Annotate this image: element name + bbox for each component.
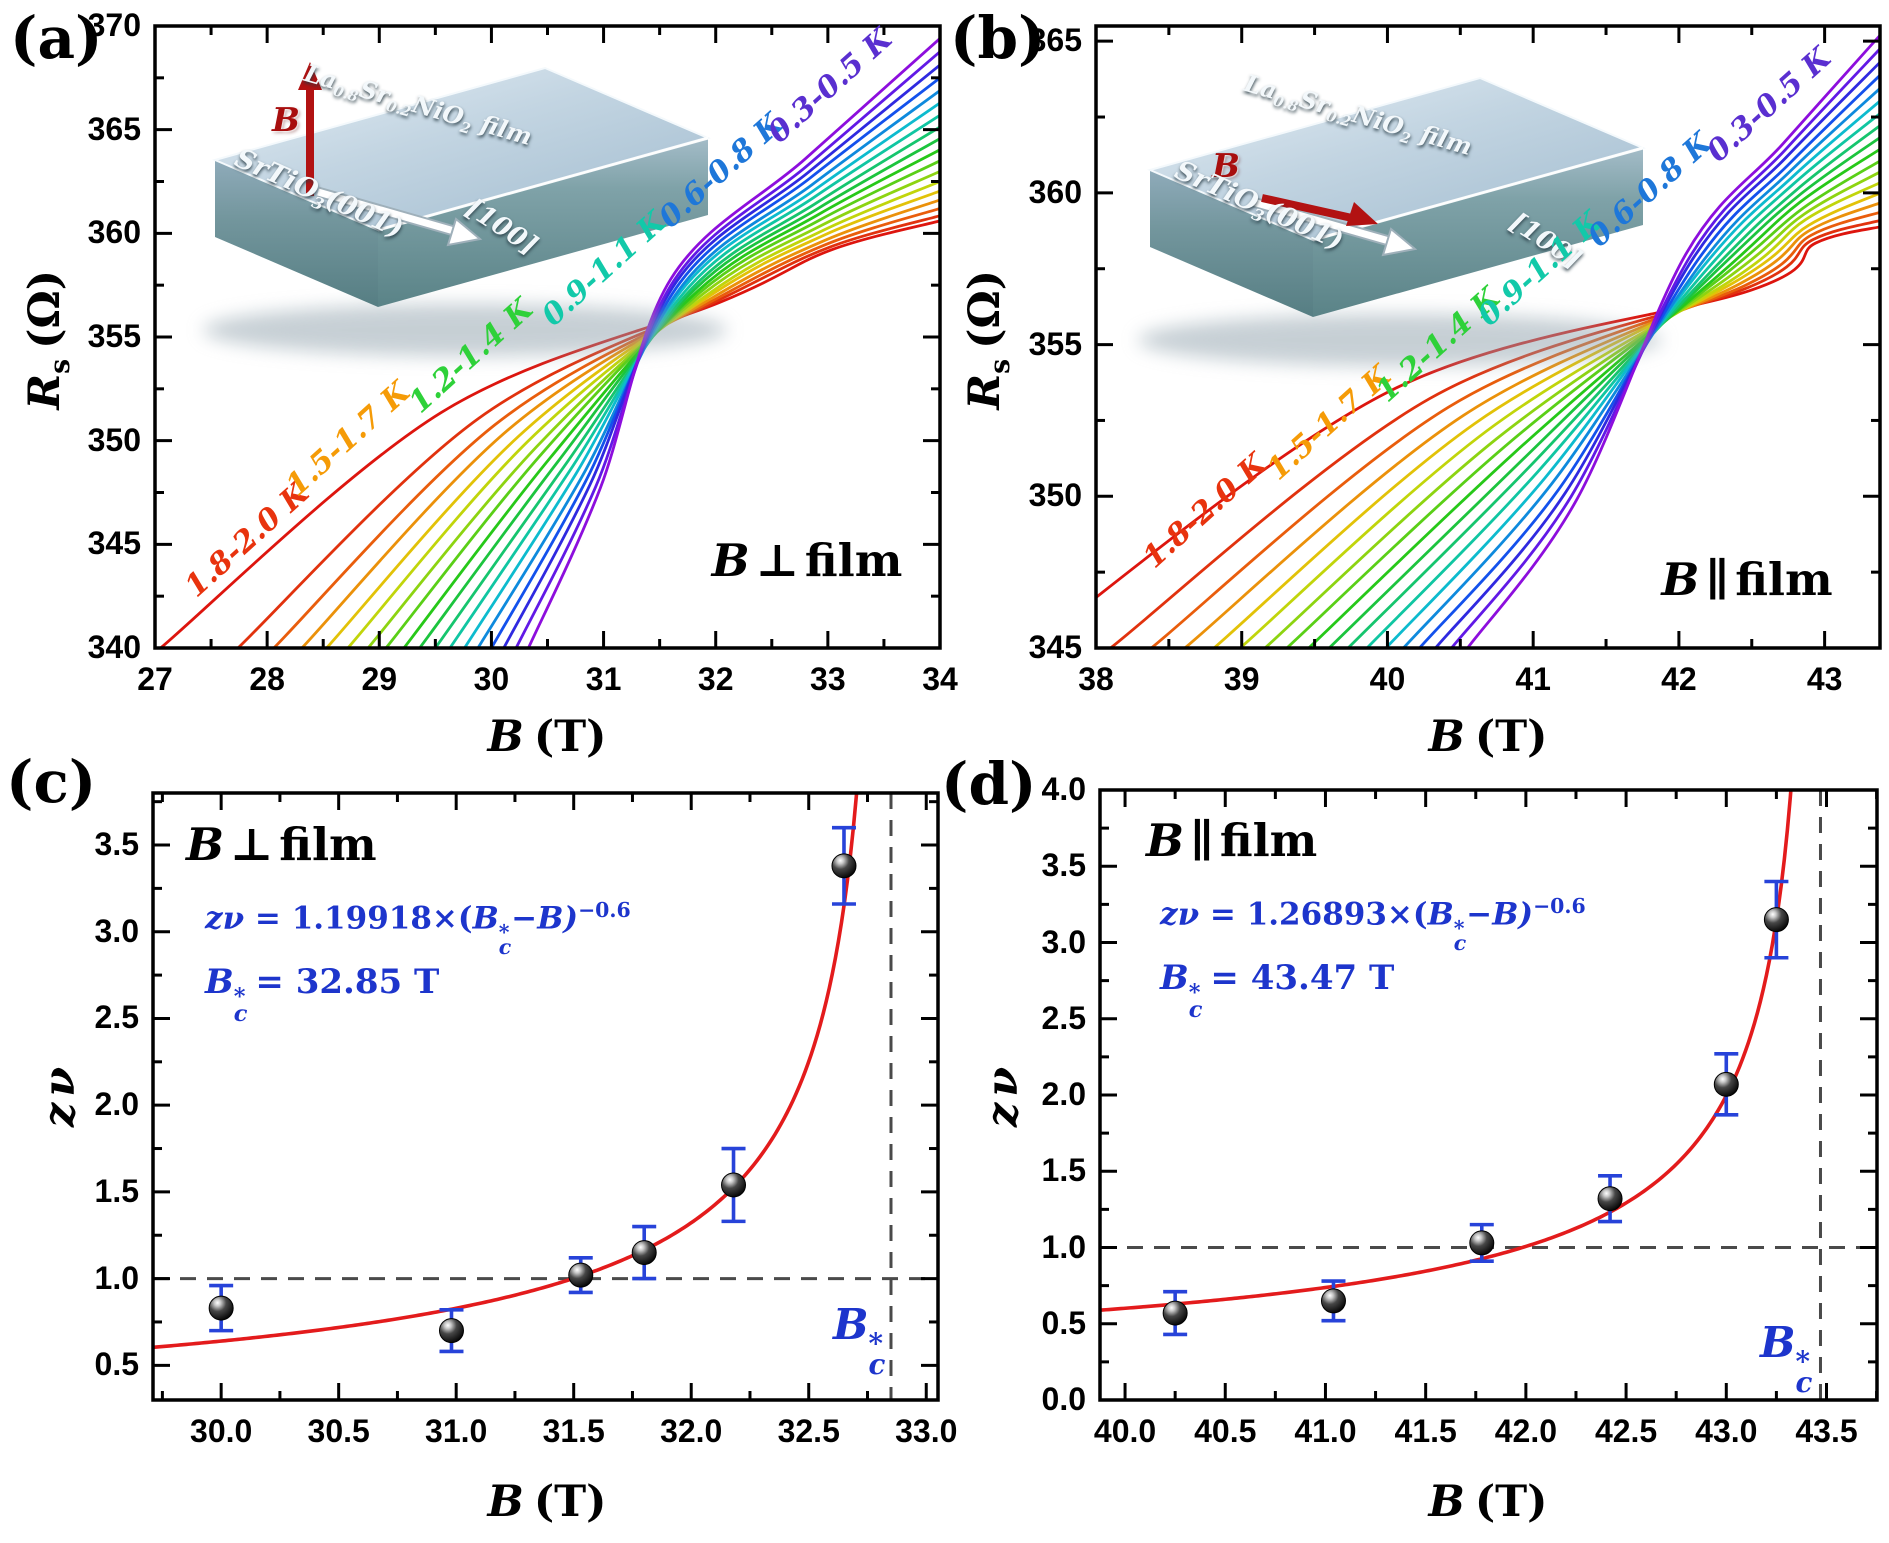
field-arrow [1261,194,1353,222]
direction-arrow [317,188,455,235]
plot-frame-d [1098,788,1879,1402]
field-arrowhead [298,62,322,90]
isotherm-curve-0.4 K [1450,46,1880,648]
film-edge-highlight [377,136,709,232]
data-point [1713,1071,1739,1097]
data-point [568,1262,594,1288]
shadow [203,304,727,356]
data-point [1469,1230,1495,1256]
isotherm-curve-0.4 K [514,50,940,648]
plot-body-a [159,37,940,648]
isotherm-curve-1.0 K [434,125,940,648]
substrate-front-face [1313,148,1643,317]
isotherm-curve-0.7 K [476,89,940,648]
isotherm-curve-0.8 K [463,101,940,648]
data-point [208,1295,234,1321]
data-point [721,1172,747,1198]
isotherm-curve-0.5 K [1434,60,1880,648]
direction-arrow [1252,198,1390,245]
fit-curve [1100,790,1793,1312]
data-point [631,1240,657,1266]
data-point [1162,1300,1188,1326]
plot-frame-b [1094,24,1882,650]
isotherm-curve-1.2 K [402,148,940,648]
data-point [438,1318,464,1344]
plot-body-d [1100,790,1877,1400]
data-points-d [1162,879,1789,1337]
data-point [831,853,857,879]
isotherm-curve-1.1 K [418,137,940,648]
substrate-front-face [378,138,708,307]
isotherm-curve-0.3 K [1466,33,1880,648]
data-point [1320,1288,1346,1314]
fit-curve [153,793,859,1350]
isotherm-curve-0.9 K [1366,111,1880,648]
direction-arrowhead [1381,227,1418,257]
axis-ticks-d [1100,788,1879,1402]
sample-schematic-parallel [1138,76,1662,366]
sample-schematic-perpendicular [203,62,727,356]
isotherm-curve-0.6 K [490,76,940,648]
data-point [1597,1186,1623,1212]
isotherm-curve-0.5 K [502,63,940,648]
axis-ticks-c [153,793,938,1400]
shadow [1138,314,1662,366]
axis-ticks-b [1094,26,1880,650]
isotherm-curve-0.7 K [1402,86,1880,648]
substrate-left-face [215,160,378,307]
data-point [1763,907,1789,933]
film-edge-highlight [1312,146,1644,242]
isotherm-curve-0.9 K [448,113,940,648]
axis-ticks-a [153,24,942,650]
data-points-c [208,825,857,1354]
isotherm-curve-0.3 K [527,37,940,648]
isotherm-curve-1.6 K [1213,191,1880,648]
field-arrowhead [1346,202,1378,226]
plot-frame-c [151,791,940,1402]
plot-body-c [153,793,938,1400]
substrate-left-face [1150,170,1313,317]
direction-arrowhead [446,217,483,247]
isotherm-curve-0.6 K [1418,73,1880,648]
